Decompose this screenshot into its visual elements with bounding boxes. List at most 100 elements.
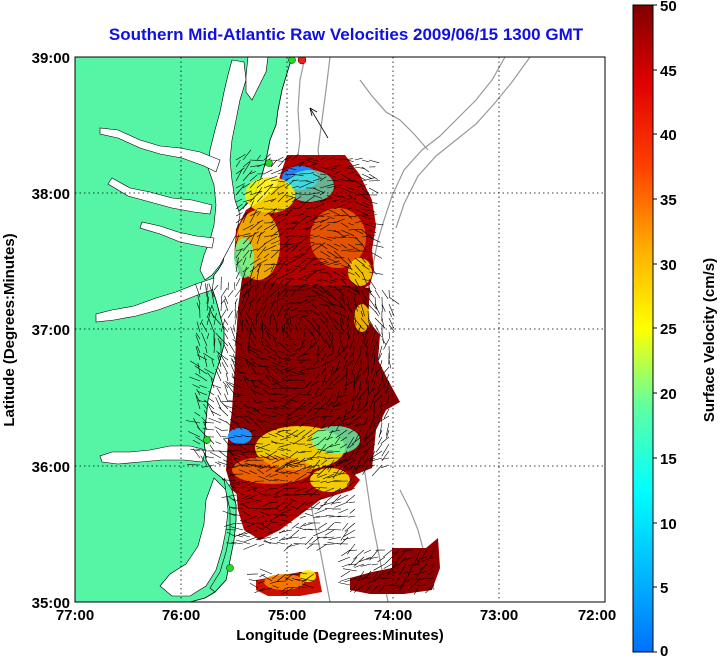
velocity-vector bbox=[305, 192, 320, 196]
velocity-vector bbox=[249, 429, 257, 433]
velocity-vector bbox=[304, 443, 313, 446]
velocity-vector bbox=[235, 168, 243, 182]
velocity-vector bbox=[391, 584, 400, 587]
velocity-vector bbox=[305, 217, 318, 224]
velocity-vector bbox=[378, 429, 383, 438]
velocity-vector bbox=[298, 265, 307, 273]
velocity-vector bbox=[274, 478, 286, 482]
velocity-vector bbox=[305, 207, 314, 210]
velocity-vector bbox=[313, 529, 328, 537]
velocity-vector bbox=[364, 415, 369, 425]
velocity-vector bbox=[283, 543, 293, 552]
velocity-vector bbox=[355, 457, 362, 472]
velocity-vector bbox=[212, 384, 222, 389]
velocity-vector bbox=[213, 312, 217, 326]
velocity-vector bbox=[375, 443, 383, 453]
velocity-vector bbox=[291, 185, 300, 189]
velocity-vector bbox=[318, 296, 332, 306]
velocity-vector bbox=[333, 170, 342, 175]
velocity-vector bbox=[268, 466, 279, 468]
velocity-vector bbox=[281, 324, 285, 340]
velocity-vector bbox=[354, 208, 368, 216]
velocity-vector bbox=[234, 301, 237, 312]
velocity-vector bbox=[260, 336, 264, 347]
velocity-vector bbox=[364, 429, 369, 442]
velocity-vector bbox=[284, 577, 294, 582]
velocity-vector bbox=[359, 380, 362, 390]
velocity-vector bbox=[389, 563, 400, 570]
velocity-vector bbox=[239, 520, 251, 524]
velocity-vector bbox=[346, 331, 350, 341]
velocity-vector bbox=[368, 271, 383, 275]
velocity-vector bbox=[304, 528, 314, 531]
velocity-vector bbox=[291, 264, 306, 269]
velocity-vector bbox=[303, 352, 313, 356]
velocity-vector bbox=[378, 584, 386, 592]
velocity-vector bbox=[320, 359, 334, 367]
velocity-vector bbox=[292, 415, 306, 424]
velocity-vector bbox=[254, 508, 265, 510]
velocity-vector bbox=[383, 549, 393, 558]
velocity-vector bbox=[294, 466, 307, 473]
velocity-vector bbox=[241, 280, 249, 291]
velocity-vector bbox=[326, 250, 338, 259]
velocity-vector bbox=[354, 201, 369, 208]
velocity-vector bbox=[263, 184, 274, 189]
velocity-vector bbox=[404, 577, 414, 583]
velocity-vector bbox=[220, 287, 228, 298]
velocity-vector bbox=[244, 480, 258, 487]
velocity-vector bbox=[246, 348, 257, 354]
velocity-vector bbox=[270, 263, 283, 266]
velocity-vector bbox=[277, 243, 293, 245]
velocity-vector bbox=[250, 387, 257, 396]
velocity-vector bbox=[298, 210, 307, 217]
velocity-vector bbox=[311, 338, 320, 348]
velocity-vector bbox=[255, 456, 264, 459]
velocity-vector bbox=[208, 318, 215, 333]
velocity-vector bbox=[292, 464, 299, 469]
colorbar-tick-label: 45 bbox=[660, 63, 677, 80]
velocity-vector bbox=[264, 508, 279, 510]
velocity-vector bbox=[362, 464, 369, 475]
velocity-vector bbox=[320, 480, 328, 483]
velocity-vector bbox=[256, 265, 260, 280]
velocity-vector bbox=[298, 203, 306, 210]
york-river bbox=[139, 221, 215, 249]
velocity-vector bbox=[360, 310, 364, 318]
rappahannock-river bbox=[107, 177, 213, 215]
velocity-vector bbox=[312, 177, 323, 182]
velocity-vector bbox=[361, 201, 370, 206]
velocity-vector bbox=[255, 401, 264, 404]
velocity-vector bbox=[348, 443, 355, 449]
velocity-vector bbox=[347, 464, 355, 472]
velocity-vector bbox=[333, 422, 348, 427]
velocity-vector bbox=[270, 208, 282, 211]
velocity-vector bbox=[360, 303, 365, 316]
velocity-vector bbox=[354, 180, 366, 188]
velocity-vector bbox=[235, 183, 245, 189]
velocity-vector bbox=[326, 260, 340, 266]
velocity-vector bbox=[291, 514, 300, 517]
velocity-vector bbox=[242, 213, 247, 224]
velocity-vector bbox=[260, 315, 264, 326]
velocity-vector bbox=[267, 529, 279, 534]
velocity-vector bbox=[349, 480, 356, 487]
velocity-vector bbox=[228, 382, 243, 389]
velocity-vector bbox=[255, 312, 258, 326]
velocity-vector bbox=[269, 536, 279, 540]
velocity-vector bbox=[202, 464, 215, 468]
velocity-vector bbox=[230, 453, 243, 459]
plot-frame bbox=[74, 56, 606, 603]
velocity-vector bbox=[306, 464, 320, 469]
velocity-vector bbox=[257, 475, 272, 482]
velocity-vector bbox=[321, 422, 327, 429]
velocity-vector bbox=[325, 296, 335, 307]
velocity-vector bbox=[270, 479, 279, 482]
velocity-vector bbox=[365, 570, 372, 578]
y-tick-label: 35:00 bbox=[32, 595, 70, 612]
velocity-vector bbox=[340, 529, 349, 541]
velocity-vector bbox=[388, 331, 391, 339]
velocity-vector bbox=[354, 352, 362, 366]
velocity-vector bbox=[211, 359, 215, 368]
velocity-vector bbox=[235, 154, 246, 161]
